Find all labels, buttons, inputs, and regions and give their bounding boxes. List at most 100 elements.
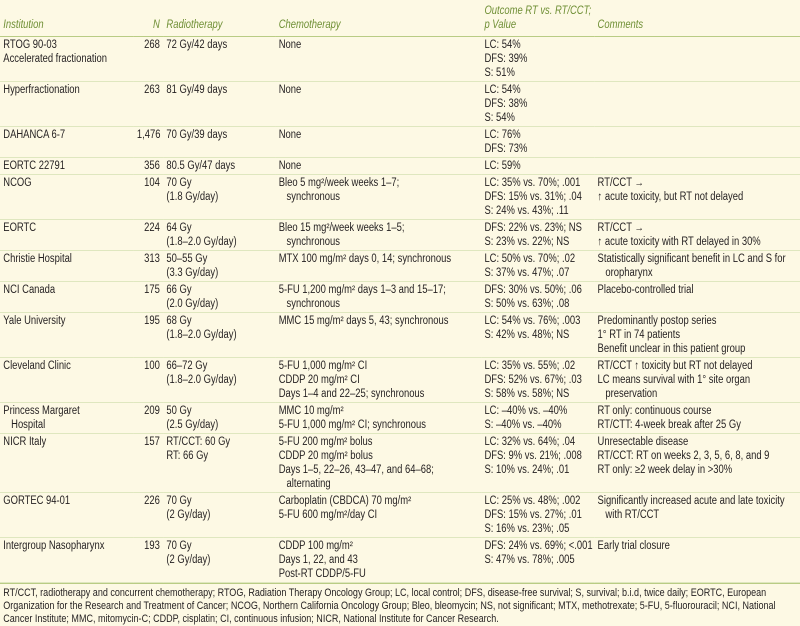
comments-cell <box>594 126 800 158</box>
n-cell: 104 <box>133 174 164 220</box>
comments-cell: RT/CCT → ↑ acute toxicity with RT delayed… <box>594 219 800 251</box>
comments-text: LC means survival with 1° site organ <box>597 374 751 386</box>
comments-text: Statistically significant benefit in LC … <box>597 253 786 265</box>
outcome-text: DFS: 52% vs. 67%; .03 <box>484 374 582 386</box>
chemotherapy-text: Carboplatin (CBDCA) 70 mg/m² <box>278 495 412 507</box>
table-row: RTOG 90-03 Accelerated fractionation 268 72… <box>0 36 800 82</box>
comments-text: RT/CCT → <box>597 222 644 234</box>
table-row: DAHANCA 6-7 1,476 70 Gy/39 days None LC: 76%… <box>0 126 800 158</box>
outcome-cell: LC: 59% <box>481 157 595 175</box>
header-text: N <box>153 19 160 31</box>
outcome-cell: LC: –40% vs. –40% S: –40% vs. –40% <box>481 402 595 434</box>
institution-text: NCI Canada <box>3 284 56 296</box>
radiotherapy-cell: 80.5 Gy/47 days <box>163 157 276 175</box>
n-cell: 1,476 <box>133 126 164 158</box>
institution-cell: NCI Canada <box>0 281 134 313</box>
n-cell: 313 <box>133 250 164 282</box>
comments-text: 1° RT in 74 patients <box>597 329 681 341</box>
outcome-cell: LC: 54% DFS: 39% S: 51% <box>481 36 595 82</box>
comments-cell <box>594 157 800 175</box>
institution-cell: GORTEC 94-01 <box>0 492 134 538</box>
comments-text: RT/CTT: 4-week break after 25 Gy <box>597 419 741 431</box>
chemotherapy-text: None <box>278 84 302 96</box>
outcome-text: LC: 54% <box>484 84 521 96</box>
n-cell: 209 <box>133 402 164 434</box>
comments-text: RT only: ≥2 week delay in >30% <box>597 464 733 476</box>
n-cell: 356 <box>133 157 164 175</box>
n-text: 224 <box>144 222 160 234</box>
outcome-text: DFS: 39% <box>484 53 528 65</box>
chemotherapy-text: Days 1–5, 22–26, 43–47, and 64–68; <box>278 464 434 476</box>
chemotherapy-text: Days 1–4 and 22–25; synchronous <box>278 388 425 400</box>
comments-cell <box>594 36 800 82</box>
n-text: 356 <box>144 160 160 172</box>
institution-cell: EORTC <box>0 219 134 251</box>
table-row: Princess Margaret Hospital 209 50 Gy (2.5 G… <box>0 402 800 434</box>
radiotherapy-text: 72 Gy/42 days <box>166 39 228 51</box>
radiotherapy-text: 50 Gy <box>166 405 192 417</box>
outcome-cell: LC: 32% vs. 64%; .04 DFS: 9% vs. 21%; .00… <box>481 433 595 493</box>
comments-cell: Predominantly postop series 1° RT in 74 p… <box>594 312 800 358</box>
header-cell: Outcome RT vs. RT/CCT; p Value <box>481 0 595 37</box>
chemotherapy-cell: 5-FU 1,200 mg/m² days 1–3 and 15–17; syn… <box>275 281 482 313</box>
radiotherapy-text: 80.5 Gy/47 days <box>166 160 236 172</box>
chemotherapy-text: 5-FU 600 mg/m²/day CI <box>278 509 378 521</box>
header-text: Chemotherapy <box>278 19 341 31</box>
institution-cell: NCOG <box>0 174 134 220</box>
chemotherapy-text: None <box>278 39 302 51</box>
outcome-text: LC: 54% <box>484 39 521 51</box>
table-row: Cleveland Clinic 100 66–72 Gy (1.8–2.0 Gy/d… <box>0 357 800 403</box>
outcome-cell: DFS: 22% vs. 23%; NS S: 23% vs. 22%; NS <box>481 219 595 251</box>
chemotherapy-text: Bleo 15 mg²/week weeks 1–5; <box>278 222 405 234</box>
n-cell: 175 <box>133 281 164 313</box>
radiotherapy-text: (1.8–2.0 Gy/day) <box>166 329 237 341</box>
header-text: Outcome RT vs. RT/CCT; <box>484 5 592 17</box>
comments-text: Early trial closure <box>597 540 670 552</box>
outcome-text: S: 37% vs. 47%; .07 <box>484 267 570 279</box>
outcome-text: LC: 35% vs. 70%; .001 <box>484 177 581 189</box>
chemotherapy-cell: MMC 15 mg/m² days 5, 43; synchronous <box>275 312 482 358</box>
outcome-cell: LC: 35% vs. 55%; .02 DFS: 52% vs. 67%; .0… <box>481 357 595 403</box>
institution-text: GORTEC 94-01 <box>3 495 71 507</box>
chemotherapy-text: MTX 100 mg/m² days 0, 14; synchronous <box>278 253 452 265</box>
outcome-text: LC: 76% <box>484 129 521 141</box>
institution-cell: RTOG 90-03 Accelerated fractionation <box>0 36 134 82</box>
chemotherapy-cell: MMC 10 mg/m² 5-FU 1,000 mg/m² CI; synchro… <box>275 402 482 434</box>
chemotherapy-text: 5-FU 200 mg/m² bolus <box>278 436 373 448</box>
chemotherapy-text: Days 1, 22, and 43 <box>278 554 358 566</box>
institution-text: NICR Italy <box>3 436 47 448</box>
institution-cell: Princess Margaret Hospital <box>0 402 134 434</box>
n-cell: 226 <box>133 492 164 538</box>
radiotherapy-text: (3.3 Gy/day) <box>166 267 219 279</box>
chemotherapy-cell: CDDP 100 mg/m² Days 1, 22, and 43 Post-RT … <box>275 537 482 583</box>
chemotherapy-cell: Bleo 15 mg²/week weeks 1–5; synchronous <box>275 219 482 251</box>
outcome-text: S: 42% vs. 48%; NS <box>484 329 570 341</box>
chemotherapy-cell: MTX 100 mg/m² days 0, 14; synchronous <box>275 250 482 282</box>
institution-text: Princess Margaret <box>3 405 80 417</box>
comments-cell: Early trial closure <box>594 537 800 583</box>
comments-cell: Unresectable disease RT/CCT: RT on weeks … <box>594 433 800 493</box>
outcome-cell: LC: 54% vs. 76%; .003 S: 42% vs. 48%; NS <box>481 312 595 358</box>
outcome-text: S: 47% vs. 78%; .005 <box>484 554 575 566</box>
comments-text: RT only: continuous course <box>597 405 712 417</box>
outcome-text: LC: 25% vs. 48%; .002 <box>484 495 581 507</box>
radiotherapy-text: 70 Gy/39 days <box>166 129 228 141</box>
radiotherapy-text: RT/CCT: 60 Gy <box>166 436 231 448</box>
radiotherapy-cell: 66 Gy (2.0 Gy/day) <box>163 281 276 313</box>
header-cell: Comments <box>594 0 800 37</box>
radiotherapy-text: 68 Gy <box>166 315 192 327</box>
radiotherapy-text: (1.8 Gy/day) <box>166 191 219 203</box>
radiotherapy-cell: 68 Gy (1.8–2.0 Gy/day) <box>163 312 276 358</box>
chemotherapy-text: CDDP 20 mg/m² CI <box>278 374 360 386</box>
table-row: NCI Canada 175 66 Gy (2.0 Gy/day) 5-FU 1,200… <box>0 281 800 313</box>
institution-cell: Christie Hospital <box>0 250 134 282</box>
institution-text: Hyperfractionation <box>3 84 80 96</box>
outcome-text: LC: 54% vs. 76%; .003 <box>484 315 581 327</box>
comments-text: RT/CCT → <box>597 177 644 189</box>
n-cell: 157 <box>133 433 164 493</box>
radiotherapy-text: 70 Gy <box>166 495 192 507</box>
institution-cell: DAHANCA 6-7 <box>0 126 134 158</box>
comments-text: preservation <box>597 388 658 400</box>
radiotherapy-text: (2 Gy/day) <box>166 554 211 566</box>
